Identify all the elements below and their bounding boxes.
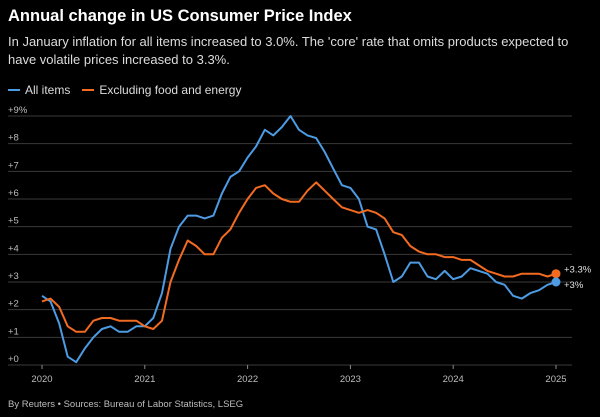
y-tick-label: +5: [8, 216, 19, 227]
x-tick-label: 2024: [443, 374, 464, 385]
y-tick-label: +4: [8, 243, 19, 254]
x-tick-label: 2020: [31, 374, 52, 385]
x-tick-label: 2025: [545, 374, 566, 385]
y-tick-label: +8: [8, 133, 19, 144]
series-line-core: [41, 181, 557, 333]
legend-swatch-core: [82, 89, 95, 91]
y-tick-label: +7: [8, 160, 19, 171]
chart-title: Annual change in US Consumer Price Index: [8, 7, 352, 25]
end-label-all-items: +3%: [564, 280, 584, 291]
legend-item-all-items: All items: [8, 83, 70, 97]
y-tick-label: +9%: [8, 105, 28, 116]
x-tick-label: 2023: [340, 374, 361, 385]
legend-label-core: Excluding food and energy: [99, 83, 242, 97]
y-axis-ticks: +0 +1 +2 +3 +4 +5 +6 +7 +8 +9%: [8, 105, 28, 365]
end-marker-all-items: [551, 277, 561, 287]
chart-legend: All items Excluding food and energy: [8, 83, 241, 97]
legend-swatch-all-items: [8, 89, 20, 91]
x-axis-ticks: 2020 2021 2022 2023 2024 2025: [31, 365, 567, 385]
x-tick-label: 2022: [237, 374, 258, 385]
series-line-all-items: [41, 115, 557, 364]
end-marker-core: [551, 269, 561, 279]
x-tick-label: 2021: [134, 374, 155, 385]
series-end-markers: +3.3% +3%: [551, 265, 592, 291]
y-tick-label: +6: [8, 188, 19, 199]
y-tick-label: +3: [8, 271, 19, 282]
y-tick-label: +2: [8, 299, 19, 310]
chart-subtitle: In January inflation for all items incre…: [8, 34, 569, 67]
series-lines: [41, 115, 557, 364]
y-tick-label: +1: [8, 326, 19, 337]
end-label-core: +3.3%: [564, 265, 592, 276]
source-credit: By Reuters • Sources: Bureau of Labor St…: [8, 399, 244, 410]
legend-item-core: Excluding food and energy: [82, 83, 241, 97]
y-tick-label: +0: [8, 354, 19, 365]
gridlines: [8, 115, 572, 366]
legend-label-all-items: All items: [25, 83, 71, 97]
